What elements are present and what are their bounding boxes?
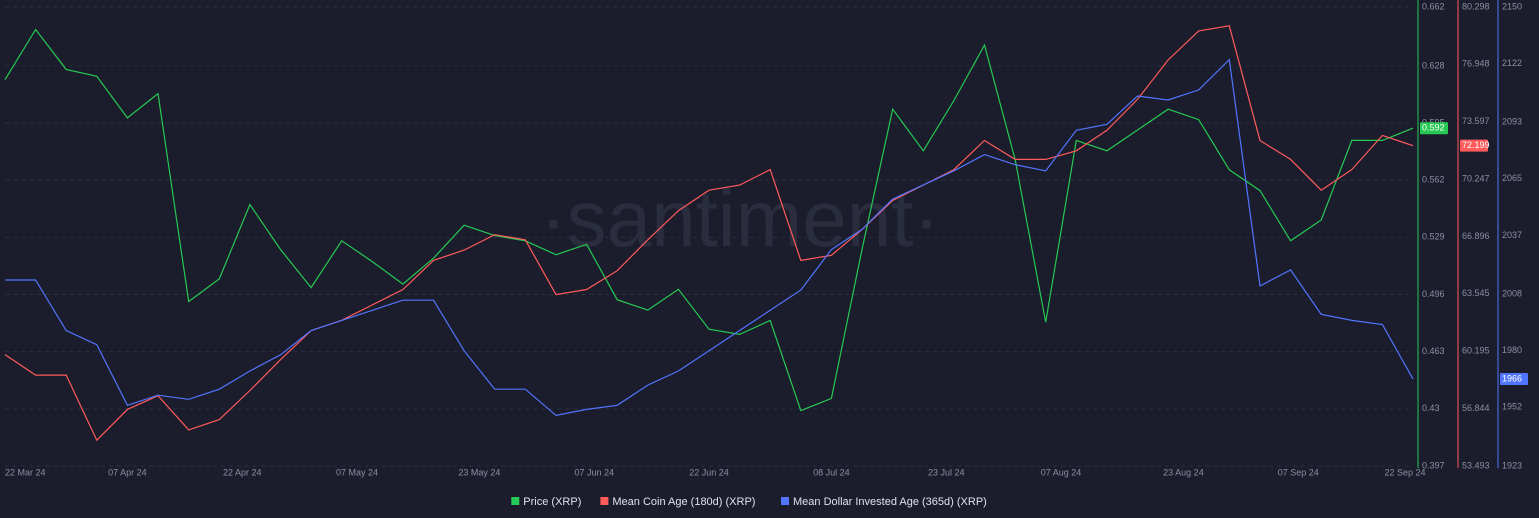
y-tick-label: 1952 <box>1502 402 1522 412</box>
y-tick-label: 2150 <box>1502 1 1522 11</box>
y-tick-label: 0.628 <box>1422 60 1445 70</box>
value-tag <box>1420 122 1448 135</box>
y-tick-label: 2122 <box>1502 58 1522 68</box>
y-tick-label: 76.948 <box>1462 59 1490 69</box>
y-tick-label: 0.529 <box>1422 232 1445 242</box>
x-tick-label: 22 Sep 24 <box>1384 467 1425 477</box>
y-tick-label: 0.397 <box>1422 460 1445 470</box>
legend-label: Price (XRP) <box>523 496 581 508</box>
value-tag-label: 0.592 <box>1422 123 1445 133</box>
y-tick-label: 70.247 <box>1462 173 1490 183</box>
value-tag-label: 72.199 <box>1462 140 1490 150</box>
x-tick-label: 08 Jul 24 <box>813 467 850 477</box>
y-tick-label: 56.844 <box>1462 403 1490 413</box>
value-tag <box>1460 139 1488 152</box>
value-tag <box>1500 373 1528 386</box>
x-tick-label: 07 May 24 <box>336 467 378 477</box>
x-tick-label: 23 Aug 24 <box>1163 467 1204 477</box>
legend-label: Mean Coin Age (180d) (XRP) <box>612 496 755 508</box>
series-line <box>4 25 1414 442</box>
x-tick-label: 07 Jun 24 <box>574 467 614 477</box>
x-tick-label: 23 Jul 24 <box>928 467 965 477</box>
y-tick-label: 0.662 <box>1422 1 1445 11</box>
watermark: ·santiment· <box>540 174 940 263</box>
legend: Price (XRP) Mean Coin Age (180d) (XRP) Mea… <box>511 496 987 508</box>
x-tick-label: 22 Apr 24 <box>223 467 262 477</box>
legend-label: Mean Dollar Invested Age (365d) (XRP) <box>793 496 987 508</box>
series-line <box>5 58 1414 417</box>
legend-swatch <box>781 497 789 505</box>
y-tick-label: 53.493 <box>1462 460 1490 470</box>
series-line <box>4 28 1414 412</box>
y-tick-label: 80.298 <box>1462 1 1490 11</box>
y-tick-label: 0.43 <box>1422 403 1440 413</box>
x-tick-label: 22 Jun 24 <box>689 467 729 477</box>
y-tick-label: 2065 <box>1502 173 1522 183</box>
y-tick-label: 0.463 <box>1422 346 1445 356</box>
y-tick-label: 2037 <box>1502 230 1522 240</box>
y-tick-label: 73.597 <box>1462 116 1490 126</box>
y-tick-label: 66.896 <box>1462 231 1490 241</box>
y-tick-label: 63.545 <box>1462 288 1490 298</box>
y-tick-label: 0.562 <box>1422 175 1445 185</box>
legend-swatch <box>511 497 520 505</box>
y-tick-label: 2093 <box>1502 117 1522 127</box>
x-tick-label: 22 Mar 24 <box>5 467 46 477</box>
value-tag-label: 1966 <box>1502 373 1522 383</box>
x-tick-label: 23 May 24 <box>458 467 500 477</box>
y-tick-label: 60.195 <box>1462 346 1490 356</box>
y-tick-label: 2008 <box>1502 289 1522 299</box>
legend-swatch <box>600 497 609 505</box>
y-tick-label: 0.496 <box>1422 289 1445 299</box>
y-tick-label: 1923 <box>1502 460 1522 470</box>
x-tick-label: 07 Apr 24 <box>108 467 147 477</box>
y-tick-label: 1980 <box>1502 345 1522 355</box>
x-tick-label: 07 Aug 24 <box>1041 467 1082 477</box>
x-tick-label: 07 Sep 24 <box>1278 467 1319 477</box>
